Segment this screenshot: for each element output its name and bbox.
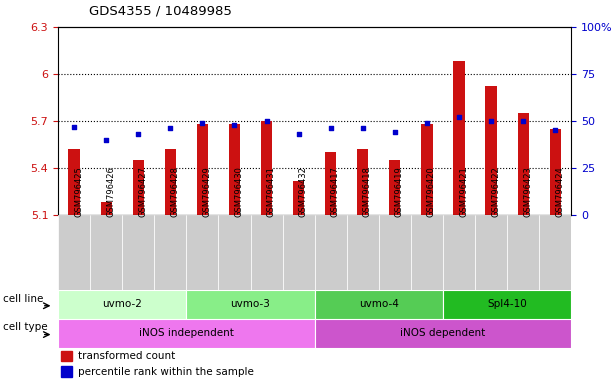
- Text: GDS4355 / 10489985: GDS4355 / 10489985: [89, 4, 232, 17]
- Bar: [550, 129, 561, 215]
- Text: GSM796419: GSM796419: [395, 167, 404, 217]
- Text: GSM796423: GSM796423: [523, 166, 532, 217]
- Bar: [133, 160, 144, 215]
- Bar: [411, 215, 443, 290]
- Text: percentile rank within the sample: percentile rank within the sample: [78, 367, 254, 377]
- Bar: [251, 215, 283, 290]
- Text: uvmo-4: uvmo-4: [359, 299, 399, 310]
- Bar: [507, 215, 540, 290]
- Bar: [186, 215, 219, 290]
- Text: GSM796417: GSM796417: [331, 166, 340, 217]
- Text: cell line: cell line: [3, 293, 43, 304]
- Bar: [165, 149, 176, 215]
- Text: GSM796422: GSM796422: [491, 167, 500, 217]
- Text: GSM796425: GSM796425: [74, 167, 83, 217]
- Bar: [443, 290, 571, 319]
- Point: [133, 131, 143, 137]
- Point: [358, 126, 368, 132]
- Bar: [101, 202, 112, 215]
- Bar: [68, 149, 79, 215]
- Bar: [90, 215, 122, 290]
- Bar: [315, 319, 571, 348]
- Bar: [283, 215, 315, 290]
- Text: GSM796432: GSM796432: [299, 166, 307, 217]
- Text: GSM796421: GSM796421: [459, 167, 468, 217]
- Point: [390, 129, 400, 135]
- Bar: [122, 215, 155, 290]
- Point: [101, 137, 111, 143]
- Point: [454, 114, 464, 120]
- Bar: [315, 215, 347, 290]
- Bar: [58, 319, 315, 348]
- Bar: [518, 113, 529, 215]
- Text: GSM796428: GSM796428: [170, 166, 179, 217]
- Point: [197, 120, 207, 126]
- Text: iNOS dependent: iNOS dependent: [400, 328, 486, 338]
- Point: [518, 118, 528, 124]
- Point: [294, 131, 304, 137]
- Text: iNOS independent: iNOS independent: [139, 328, 234, 338]
- Point: [166, 126, 175, 132]
- Bar: [293, 180, 304, 215]
- Bar: [540, 215, 571, 290]
- Bar: [389, 160, 400, 215]
- Bar: [443, 215, 475, 290]
- Text: uvmo-2: uvmo-2: [102, 299, 142, 310]
- Bar: [60, 351, 72, 361]
- Bar: [379, 215, 411, 290]
- Bar: [155, 215, 186, 290]
- Bar: [315, 290, 443, 319]
- Bar: [347, 215, 379, 290]
- Bar: [422, 124, 433, 215]
- Text: GSM796430: GSM796430: [235, 166, 243, 217]
- Bar: [219, 215, 251, 290]
- Point: [230, 122, 240, 128]
- Text: GSM796426: GSM796426: [106, 166, 115, 217]
- Text: GSM796418: GSM796418: [363, 166, 371, 217]
- Text: cell type: cell type: [3, 322, 48, 333]
- Bar: [58, 215, 90, 290]
- Point: [262, 118, 271, 124]
- Point: [486, 118, 496, 124]
- Bar: [261, 121, 272, 215]
- Bar: [58, 290, 186, 319]
- Bar: [453, 61, 464, 215]
- Text: Spl4-10: Spl4-10: [487, 299, 527, 310]
- Point: [422, 120, 432, 126]
- Point: [326, 126, 335, 132]
- Point: [69, 124, 79, 130]
- Bar: [186, 290, 315, 319]
- Text: GSM796429: GSM796429: [202, 167, 211, 217]
- Bar: [325, 152, 336, 215]
- Text: uvmo-3: uvmo-3: [230, 299, 271, 310]
- Text: GSM796420: GSM796420: [427, 167, 436, 217]
- Text: GSM796424: GSM796424: [555, 167, 564, 217]
- Point: [551, 127, 560, 134]
- Bar: [486, 86, 497, 215]
- Text: GSM796427: GSM796427: [138, 166, 147, 217]
- Bar: [357, 149, 368, 215]
- Bar: [197, 124, 208, 215]
- Text: transformed count: transformed count: [78, 351, 175, 361]
- Bar: [229, 124, 240, 215]
- Bar: [475, 215, 507, 290]
- Bar: [60, 366, 72, 377]
- Text: GSM796431: GSM796431: [266, 166, 276, 217]
